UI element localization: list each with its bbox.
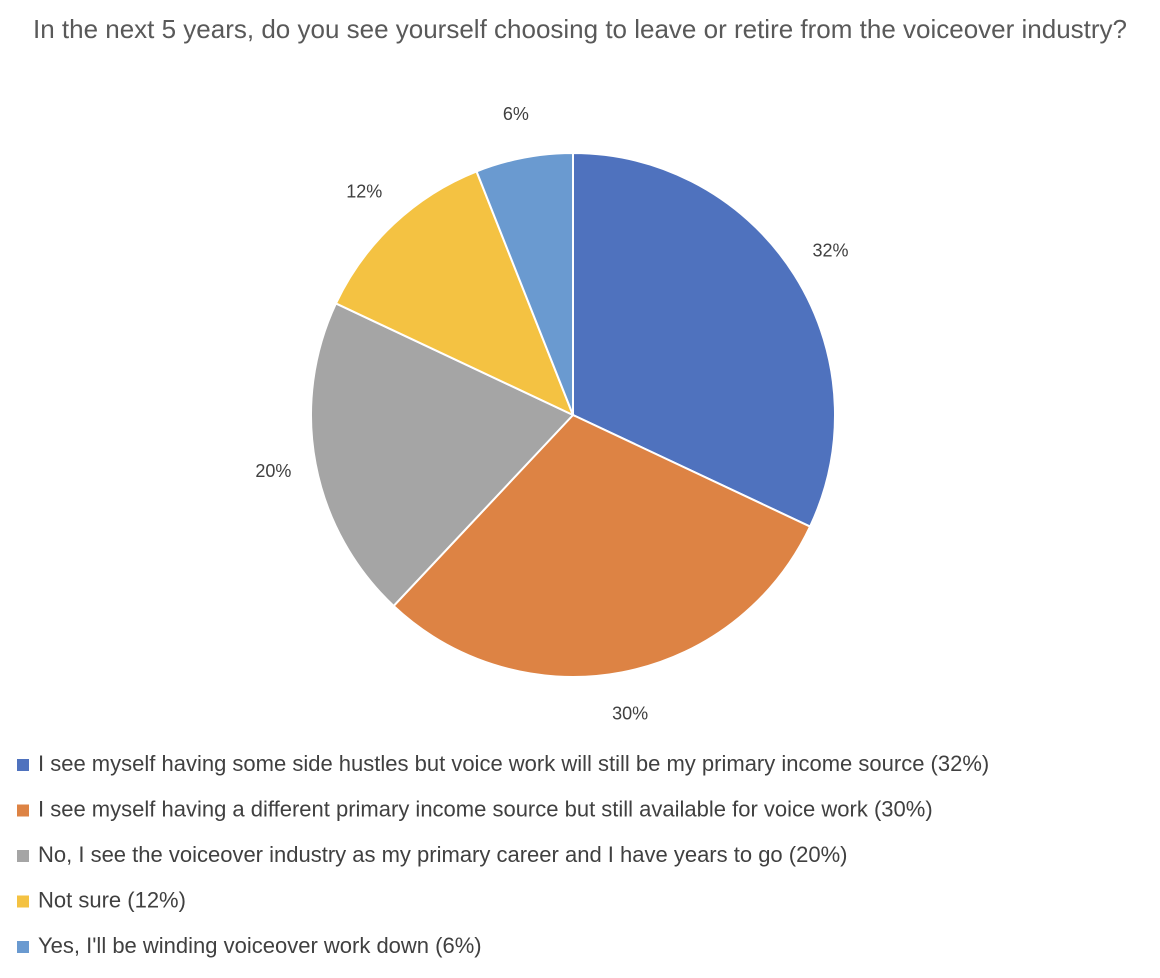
- data-label: 12%: [346, 181, 382, 201]
- pie-slice: [392, 413, 812, 678]
- chart-title: In the next 5 years, do you see yourself…: [32, 14, 1128, 44]
- pie-slice: [334, 170, 575, 417]
- data-label: 6%: [503, 104, 529, 124]
- legend-label: No, I see the voiceover industry as my p…: [38, 842, 847, 867]
- legend-label: Yes, I'll be winding voiceover work down…: [38, 933, 482, 958]
- data-label: 32%: [813, 240, 849, 260]
- pie-slice: [572, 151, 836, 528]
- legend-swatch: [17, 850, 29, 862]
- legend-label: I see myself having a different primary …: [38, 796, 933, 821]
- legend-swatch: [17, 895, 29, 908]
- legend-swatch: [17, 759, 29, 771]
- legend-swatch: [17, 804, 29, 817]
- legend-label: Not sure (12%): [38, 887, 186, 912]
- legend-swatch: [17, 941, 29, 953]
- legend-label: I see myself having some side hustles bu…: [38, 751, 989, 776]
- pie-slice: [310, 302, 575, 608]
- pie-slice: [475, 151, 574, 416]
- data-label: 20%: [255, 461, 291, 481]
- data-label: 30%: [612, 703, 648, 723]
